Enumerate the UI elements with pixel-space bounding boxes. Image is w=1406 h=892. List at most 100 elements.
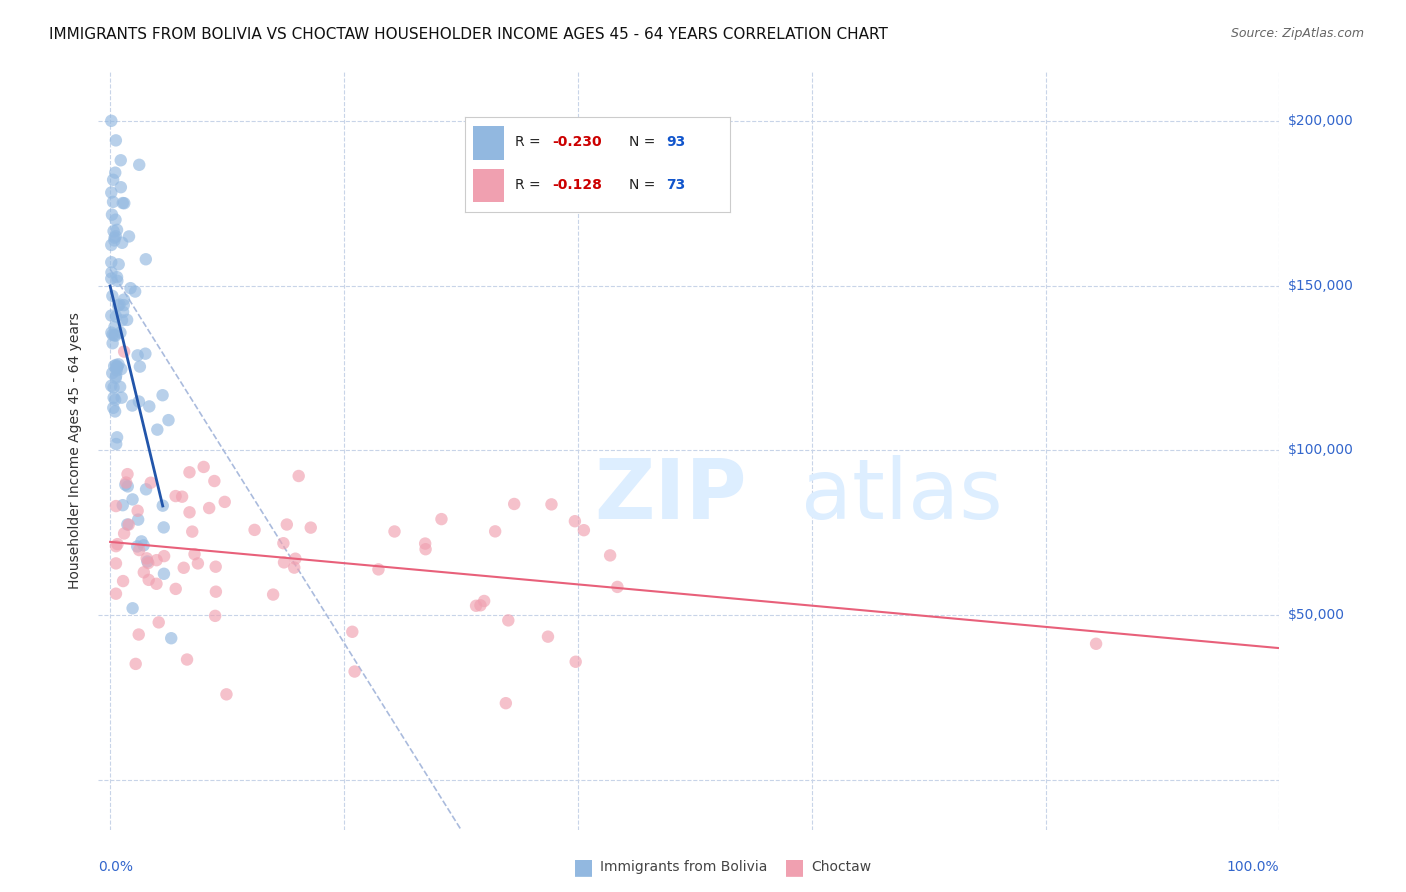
Point xyxy=(146,423,169,437)
Point xyxy=(101,194,124,209)
Point xyxy=(104,557,127,571)
Point xyxy=(104,328,127,343)
Point xyxy=(103,328,125,343)
Point xyxy=(384,524,406,539)
Point xyxy=(101,327,124,342)
Point xyxy=(112,526,135,541)
Point xyxy=(564,655,586,669)
Point xyxy=(104,310,127,324)
Point xyxy=(107,357,129,371)
Point xyxy=(205,584,228,599)
Point xyxy=(367,562,389,576)
Point xyxy=(112,305,135,319)
Point xyxy=(127,348,149,362)
Point xyxy=(117,467,139,482)
Point xyxy=(465,599,488,613)
Point xyxy=(117,479,139,493)
Point xyxy=(128,543,150,558)
Point xyxy=(107,359,129,374)
Point xyxy=(179,465,201,479)
Point xyxy=(100,255,122,269)
Point xyxy=(138,400,160,414)
Point xyxy=(110,153,132,168)
Point xyxy=(181,524,204,539)
Point xyxy=(415,542,437,557)
Point xyxy=(121,399,143,413)
Point xyxy=(202,474,225,488)
Point xyxy=(599,549,621,563)
Point xyxy=(572,523,595,537)
Point xyxy=(100,326,122,340)
Point xyxy=(537,630,560,644)
Point xyxy=(134,346,156,360)
Point xyxy=(125,657,148,671)
Point xyxy=(172,490,194,504)
Point xyxy=(107,257,129,271)
Point xyxy=(495,696,517,710)
Point xyxy=(103,224,125,238)
Point xyxy=(103,359,125,373)
Text: 0.0%: 0.0% xyxy=(98,860,134,874)
Point xyxy=(101,289,124,303)
Point xyxy=(103,391,125,405)
Point xyxy=(103,320,125,334)
Point xyxy=(105,270,128,285)
Text: ■: ■ xyxy=(785,857,804,877)
Point xyxy=(1085,637,1108,651)
Point xyxy=(136,554,159,568)
Point xyxy=(121,492,143,507)
Point xyxy=(136,556,159,570)
Point xyxy=(564,514,586,528)
Point xyxy=(105,437,128,451)
Point xyxy=(204,608,226,623)
Text: ■: ■ xyxy=(574,857,593,877)
Point xyxy=(112,344,135,359)
Point xyxy=(100,378,122,392)
Point xyxy=(193,459,215,474)
Point xyxy=(104,231,127,245)
Point xyxy=(484,524,506,539)
Point xyxy=(284,551,307,566)
Point xyxy=(107,299,129,313)
Text: $50,000: $50,000 xyxy=(1288,608,1344,623)
Point xyxy=(111,498,134,512)
Point xyxy=(287,469,309,483)
Point xyxy=(157,413,180,427)
Point xyxy=(111,196,134,211)
Text: 100.0%: 100.0% xyxy=(1227,860,1279,874)
Point xyxy=(540,497,562,511)
Point xyxy=(104,212,127,227)
Point xyxy=(108,297,131,311)
Point xyxy=(128,158,150,172)
Point xyxy=(135,252,157,267)
Point xyxy=(283,560,305,574)
Point xyxy=(110,362,132,376)
Point xyxy=(100,113,122,128)
Point xyxy=(100,271,122,285)
Point xyxy=(105,360,128,375)
Point xyxy=(104,404,127,418)
Point xyxy=(413,536,436,550)
Point xyxy=(111,391,134,405)
Point xyxy=(243,523,266,537)
Point xyxy=(128,359,150,374)
Point xyxy=(152,499,174,513)
Point xyxy=(104,229,127,244)
Point xyxy=(105,363,128,377)
Point xyxy=(273,555,295,569)
Point xyxy=(139,475,162,490)
Point xyxy=(105,359,128,374)
Point xyxy=(342,624,364,639)
Point xyxy=(103,234,125,248)
Point xyxy=(110,180,132,194)
Point xyxy=(153,566,176,581)
Point xyxy=(105,274,128,288)
Point xyxy=(198,501,221,516)
Point xyxy=(100,309,122,323)
Text: atlas: atlas xyxy=(801,456,1002,536)
Point xyxy=(112,196,135,211)
Text: $150,000: $150,000 xyxy=(1288,278,1354,293)
Point xyxy=(132,566,155,580)
Point xyxy=(145,553,167,567)
Point xyxy=(606,580,628,594)
